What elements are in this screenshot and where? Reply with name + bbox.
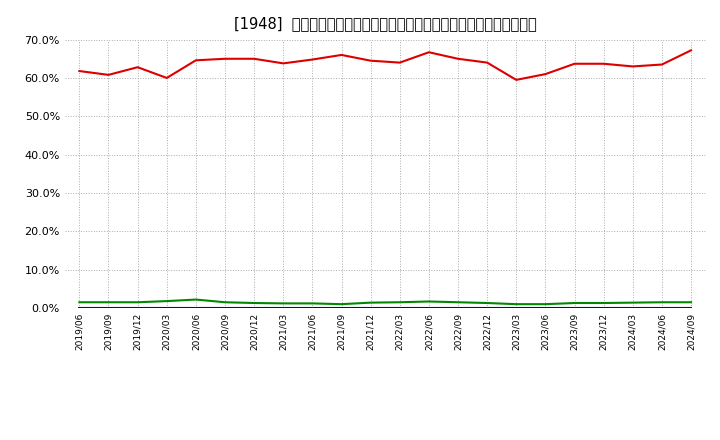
Title: [1948]  自己資本、のれん、繰延税金資産の総資産に対する比率の推移: [1948] 自己資本、のれん、繰延税金資産の総資産に対する比率の推移 (234, 16, 536, 32)
